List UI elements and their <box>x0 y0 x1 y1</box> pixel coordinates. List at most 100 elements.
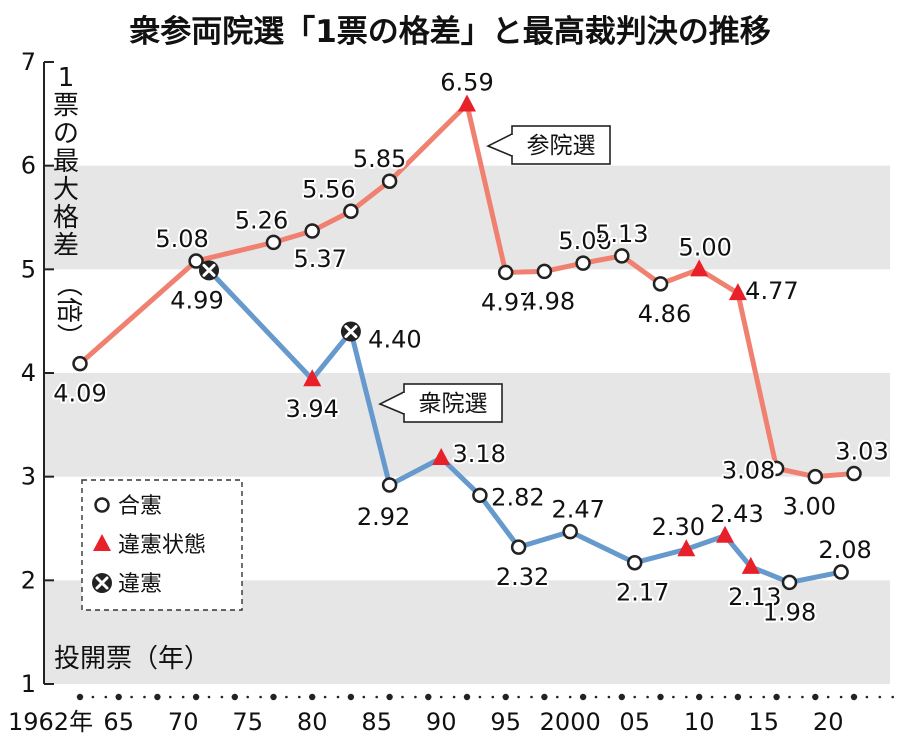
data-label: 5.56 <box>302 175 355 203</box>
x-tick-label: 10 <box>684 708 715 736</box>
x-axis-minor-dot <box>388 695 391 699</box>
x-axis-minor-dot <box>336 695 340 699</box>
x-axis-minor-dot <box>220 695 224 699</box>
x-axis-minor-dot <box>646 695 649 699</box>
x-axis-minor-dot <box>878 695 882 699</box>
x-axis-minor-dot <box>672 695 675 699</box>
legend-label: 違憲 <box>118 572 162 597</box>
marker-constitutional <box>381 477 398 493</box>
data-label: 4.86 <box>638 300 691 328</box>
y-label-char: の <box>53 119 79 149</box>
x-axis-minor-dot <box>375 695 379 699</box>
y-label-char: 票 <box>53 91 79 121</box>
data-label: 1.98 <box>763 598 816 626</box>
data-label: 3.00 <box>783 493 836 521</box>
marker-cross-x <box>344 325 358 339</box>
x-axis-minor-dot <box>401 695 404 699</box>
data-label: 5.13 <box>595 220 648 248</box>
y-tick-label: 2 <box>21 566 36 594</box>
y-label-char: 1 <box>58 63 75 93</box>
marker-unconstitutional-state <box>728 283 747 301</box>
x-tick-label: 70 <box>168 708 199 736</box>
x-tick-label: 80 <box>297 708 328 736</box>
marker-constitutional <box>72 355 88 372</box>
marker-constitutional <box>472 487 488 504</box>
data-label: 4.99 <box>170 286 223 314</box>
y-label-unit: （倍） <box>53 271 83 349</box>
marker-constitutional <box>626 554 643 571</box>
data-label: 4.40 <box>368 326 421 354</box>
y-tick-label: 4 <box>21 359 36 387</box>
x-axis-minor-dot <box>659 695 662 699</box>
x-tick-label: 75 <box>232 708 263 736</box>
x-axis-minor-dot <box>233 695 237 699</box>
callout-box <box>511 125 611 165</box>
x-tick-label: 15 <box>748 708 779 736</box>
data-label: 5.06 <box>558 227 611 255</box>
series-markers <box>72 94 862 591</box>
data-label: 5.26 <box>235 206 288 234</box>
marker-constitutional <box>188 253 204 269</box>
marker-constitutional <box>846 465 862 482</box>
x-axis-minor-dot <box>169 695 172 699</box>
x-tick-label: 20 <box>813 708 844 736</box>
data-label: 5.37 <box>293 245 346 273</box>
marker-unconstitutional-state <box>677 539 696 557</box>
legend-label: 合憲 <box>118 494 162 519</box>
y-label-char: 差 <box>53 231 79 261</box>
x-axis-minor-dot <box>607 695 611 699</box>
marker-constitutional <box>807 468 824 485</box>
x-axis-minor-dot <box>104 695 108 699</box>
marker-unconstitutional-state <box>690 259 709 277</box>
x-tick-label: 2000 <box>540 708 601 736</box>
x-axis-minor-dot <box>310 695 314 699</box>
data-label: 2.47 <box>551 496 604 524</box>
data-label: 3.03 <box>835 438 888 466</box>
x-axis-minor-dot <box>685 695 688 699</box>
data-label: 2.92 <box>357 503 410 531</box>
data-label: 4.98 <box>522 287 575 315</box>
x-axis-minor-dot <box>465 695 469 699</box>
data-label: 4.77 <box>745 277 798 305</box>
x-axis-minor-dot <box>762 695 765 699</box>
data-label: 2.30 <box>652 513 705 541</box>
series-line-lower <box>207 268 842 585</box>
x-axis-minor-dot <box>594 695 598 699</box>
x-axis-minor-dot <box>130 695 133 699</box>
y-tick-label: 3 <box>21 463 36 491</box>
grid-band <box>44 165 890 270</box>
data-label: 4.97 <box>481 288 534 316</box>
marker-constitutional <box>833 564 849 580</box>
data-label: 3.08 <box>722 456 775 484</box>
y-tick-label: 6 <box>21 152 36 180</box>
data-label: 2.13 <box>728 583 781 611</box>
x-axis-minor-dot <box>194 695 198 699</box>
callout-pointer <box>486 132 513 158</box>
x-axis-minor-dot <box>697 695 701 699</box>
marker-constitutional <box>343 203 359 220</box>
x-axis-minor-dot <box>478 695 482 699</box>
y-label-char: 最 <box>53 147 79 177</box>
x-axis-minor-dot <box>801 695 804 699</box>
marker-constitutional <box>562 523 578 540</box>
data-label: 6.59 <box>440 69 493 97</box>
y-tick-label: 7 <box>21 48 36 76</box>
x-axis-minor-dot <box>78 695 82 699</box>
x-axis-minor-dot <box>246 695 249 699</box>
x-axis-minor-dot <box>826 695 830 699</box>
x-tick-label: 90 <box>426 708 457 736</box>
chart-title: 衆参両院選「1票の格差」と最高裁判決の推移 <box>129 14 771 50</box>
marker-unconstitutional <box>199 260 219 281</box>
callout-joint <box>511 135 514 155</box>
x-axis-minor-dot <box>439 695 443 699</box>
x-axis-minor-dot <box>298 695 301 699</box>
series-callout: 衆院選 <box>378 383 503 423</box>
marker-unconstitutional-state <box>303 369 322 387</box>
x-axis-minor-dot <box>452 695 456 699</box>
x-axis-minor-dot <box>427 695 430 699</box>
x-axis-minor-dot <box>272 695 275 699</box>
x-axis-minor-dot <box>736 695 740 699</box>
data-label: 5.00 <box>678 233 731 261</box>
